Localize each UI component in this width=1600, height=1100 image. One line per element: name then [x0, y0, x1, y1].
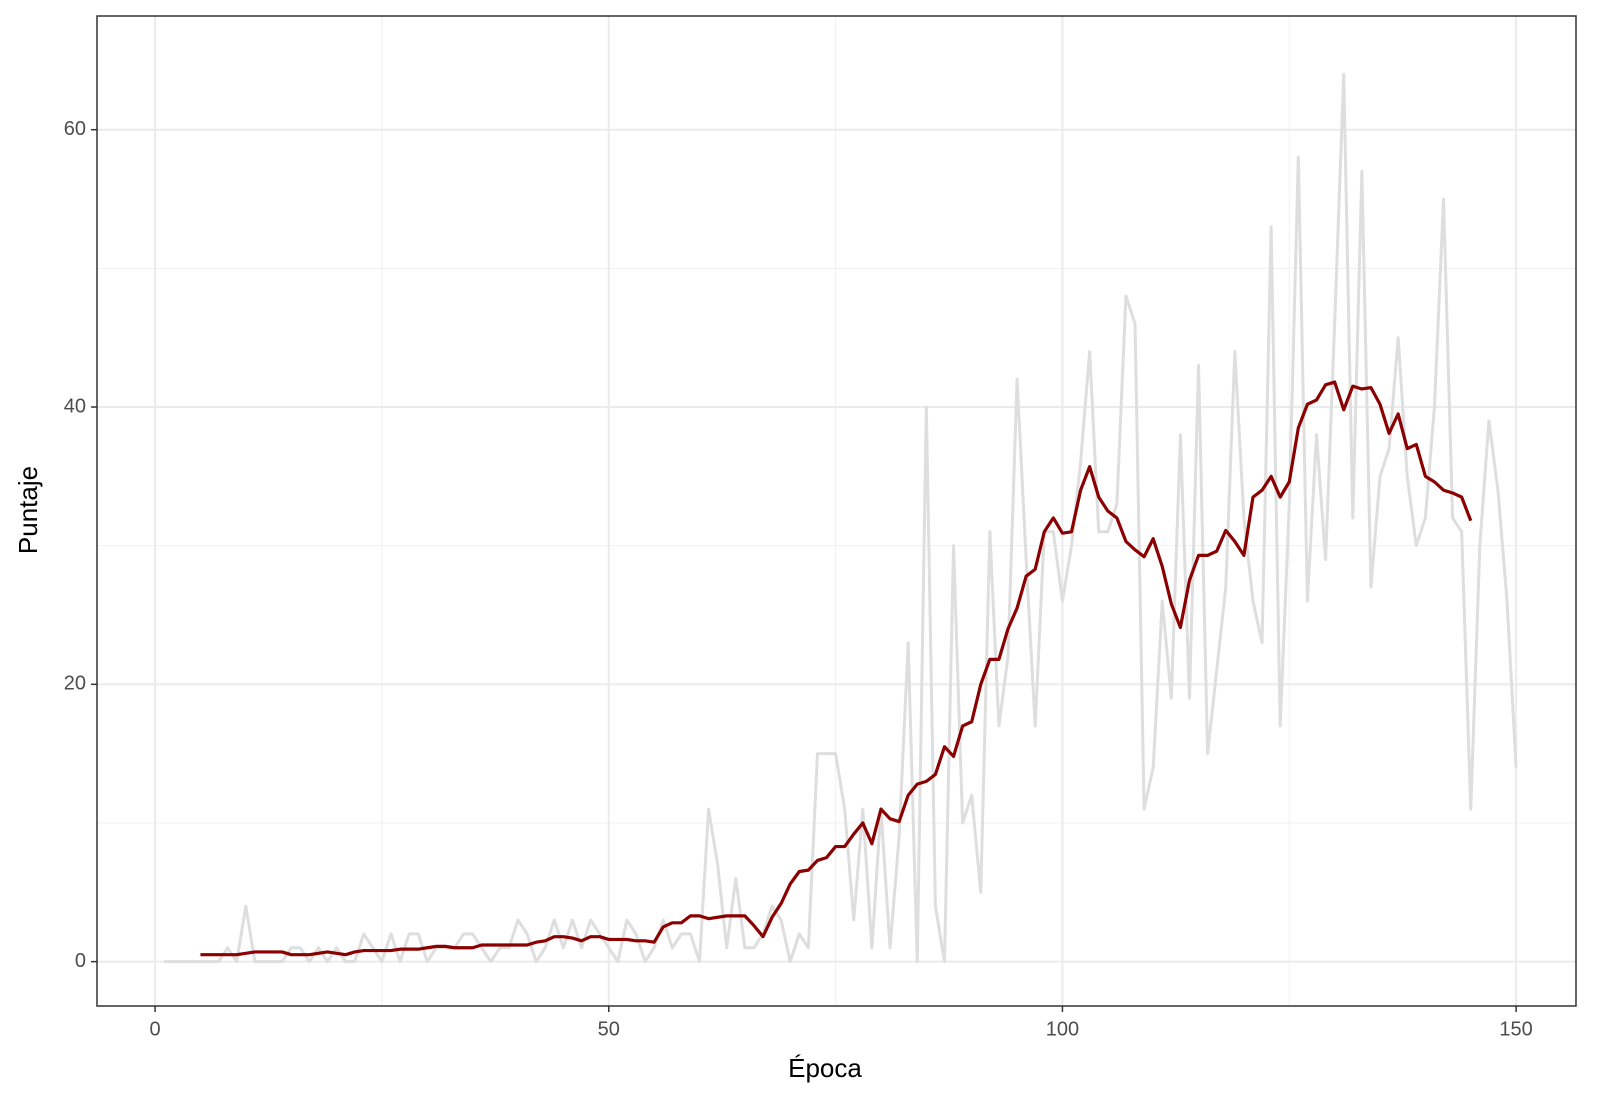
- series-line: [200, 380, 1473, 957]
- x-tick-label: 100: [1046, 1018, 1079, 1040]
- x-tick-label: 0: [150, 1018, 161, 1040]
- panel-border: [96, 15, 1577, 1007]
- x-tick-label: 150: [1499, 1018, 1532, 1040]
- y-tick-label: 0: [75, 950, 86, 972]
- y-tick-label: 60: [64, 118, 86, 140]
- series-line: [164, 72, 1518, 964]
- y-axis-label: Puntaje: [13, 466, 43, 554]
- x-tick-label: 50: [598, 1018, 620, 1040]
- y-tick-label: 40: [64, 395, 86, 417]
- y-tick-label: 20: [64, 673, 86, 695]
- x-axis-label: Época: [788, 1053, 862, 1083]
